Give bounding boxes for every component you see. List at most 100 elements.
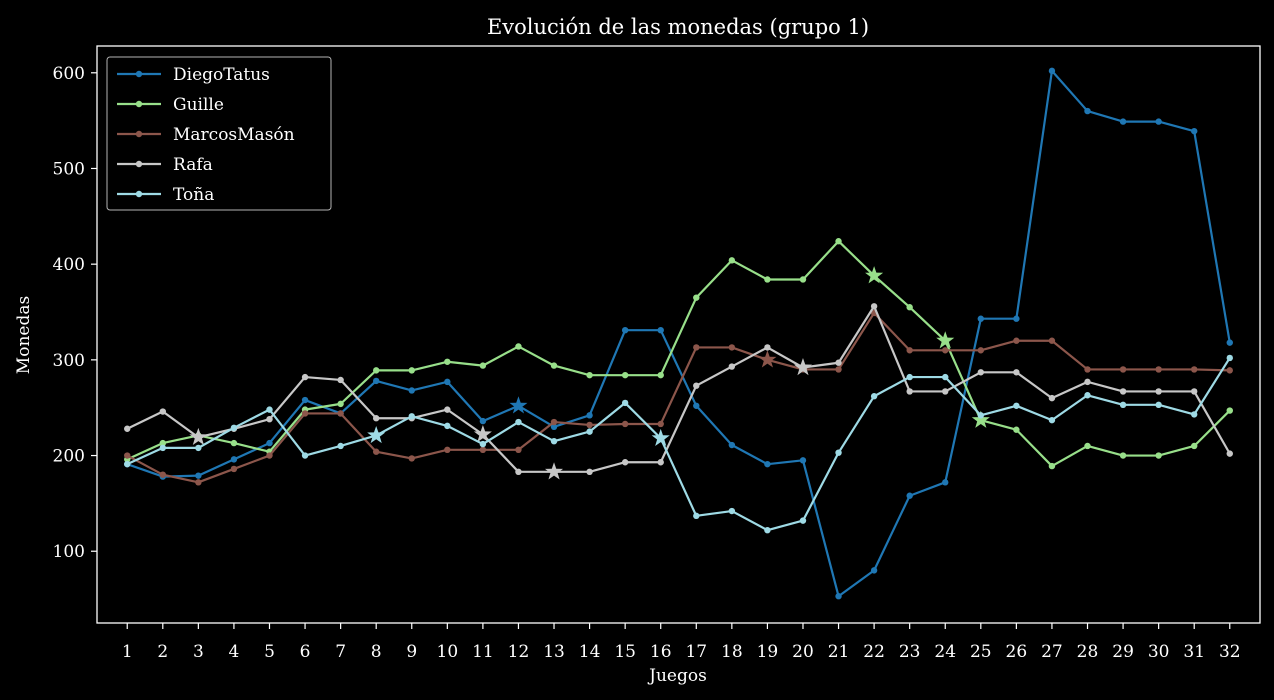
data-point [301, 396, 309, 404]
x-tick-label: 26 [1006, 642, 1028, 662]
data-point [906, 304, 913, 311]
series-line [126, 357, 1231, 532]
data-point [124, 452, 131, 459]
series-MarcosMasón [124, 309, 1233, 486]
data-point [1226, 450, 1233, 457]
series-Toña [124, 354, 1233, 534]
data-point [1155, 452, 1162, 459]
x-tick-label: 16 [650, 642, 672, 662]
data-point [266, 415, 273, 423]
data-point [942, 347, 949, 354]
data-point [372, 367, 380, 374]
data-point [906, 388, 913, 395]
series-Rafa [124, 303, 1233, 480]
star-marker [971, 410, 990, 428]
data-point [1191, 411, 1198, 418]
data-point [408, 455, 415, 462]
star-marker [473, 424, 492, 443]
series-DiegoTatus [124, 67, 1233, 600]
x-tick-label: 25 [970, 642, 992, 662]
data-point [621, 326, 629, 334]
data-point [1119, 118, 1127, 125]
x-tick-label: 18 [721, 642, 743, 662]
data-point [337, 442, 344, 450]
data-point [728, 507, 736, 515]
data-point [1119, 401, 1127, 409]
series-line [126, 311, 1230, 484]
y-axis-label: Monedas [14, 296, 34, 374]
x-tick-label: 32 [1219, 642, 1241, 662]
data-point [835, 366, 842, 373]
x-tick-label: 8 [371, 642, 382, 662]
data-point [1048, 416, 1056, 424]
legend-label: MarcosMasón [173, 125, 295, 145]
star-marker [651, 428, 670, 447]
x-tick-label: 24 [934, 642, 956, 662]
data-point [1013, 337, 1020, 344]
data-point [870, 393, 878, 400]
y-axis: 100 200 300 400 500 600 [53, 64, 97, 562]
data-point [586, 428, 593, 435]
data-point [942, 479, 949, 486]
data-point [195, 472, 202, 479]
data-point [835, 359, 842, 366]
data-point [1084, 442, 1091, 450]
data-point [301, 410, 309, 417]
data-point [1048, 337, 1056, 344]
data-point [1226, 367, 1233, 374]
data-point [870, 303, 878, 310]
legend-label: Toña [173, 185, 214, 205]
x-tick-label: 28 [1077, 642, 1099, 662]
data-point [408, 367, 415, 374]
data-point [1119, 366, 1127, 373]
data-point [906, 373, 913, 381]
data-point [372, 377, 380, 385]
star-marker [758, 350, 777, 368]
data-point [693, 402, 700, 409]
data-point [444, 406, 451, 413]
x-tick-label: 19 [757, 642, 779, 662]
data-point [124, 460, 131, 468]
x-axis-label: Juegos [647, 666, 707, 686]
y-tick-label: 100 [53, 542, 85, 562]
y-tick-label: 200 [53, 447, 85, 467]
data-point [621, 459, 629, 466]
x-tick-label: 27 [1041, 642, 1063, 662]
data-point [515, 446, 522, 454]
data-point [550, 423, 558, 431]
data-point [479, 362, 487, 369]
x-tick-label: 15 [614, 642, 636, 662]
legend-label: Rafa [173, 155, 213, 175]
plot-frame [96, 45, 1261, 624]
data-point [301, 373, 309, 381]
data-point [728, 363, 736, 370]
legend-marker [135, 160, 143, 168]
data-point [1013, 315, 1020, 322]
data-point [1084, 378, 1091, 386]
data-point [728, 257, 736, 264]
data-point [444, 422, 451, 430]
legend-marker [135, 100, 143, 108]
data-point [764, 526, 771, 534]
data-point [586, 468, 593, 476]
x-tick-label: 14 [579, 642, 601, 662]
data-point [1048, 462, 1056, 470]
data-point [550, 437, 558, 445]
data-point [693, 344, 700, 351]
star-marker [544, 462, 564, 480]
data-point [1226, 354, 1233, 362]
data-point [1119, 452, 1127, 459]
data-point [1191, 127, 1198, 135]
data-point [1191, 366, 1198, 373]
data-point [444, 358, 451, 365]
data-point [835, 449, 842, 456]
series-line [126, 69, 1231, 598]
x-tick-label: 31 [1183, 642, 1205, 662]
legend-marker [135, 70, 143, 78]
data-point [693, 512, 700, 520]
data-point [1155, 366, 1162, 373]
data-point [337, 410, 344, 417]
data-point [942, 373, 949, 381]
